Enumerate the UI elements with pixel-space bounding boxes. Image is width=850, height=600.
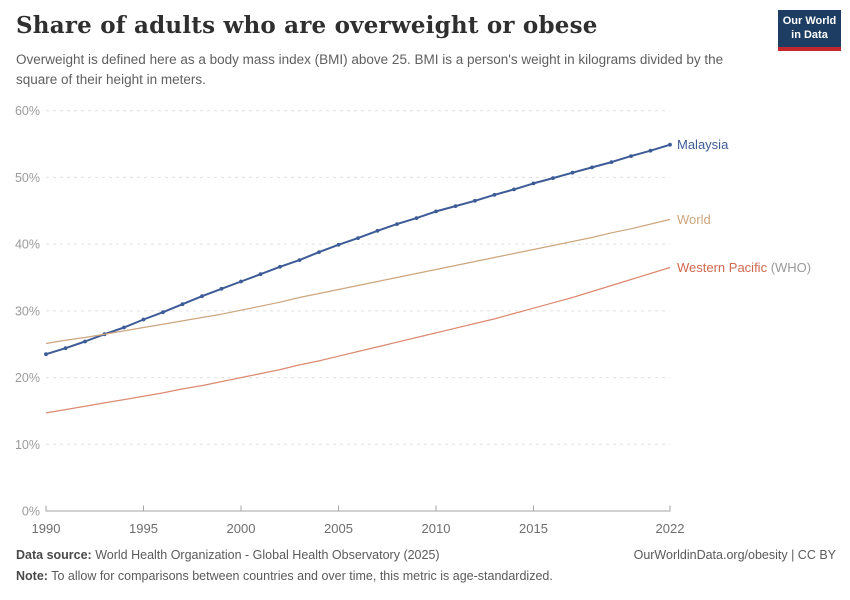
data-point-malaysia-2008 bbox=[395, 222, 399, 227]
data-point-malaysia-1995 bbox=[141, 317, 146, 322]
x-tick-label-2022: 2022 bbox=[656, 521, 685, 536]
data-point-malaysia-2022 bbox=[668, 142, 672, 147]
y-tick-label-10: 10% bbox=[15, 438, 40, 452]
y-tick-label-30: 30% bbox=[15, 304, 40, 318]
x-tick-label-1990: 1990 bbox=[32, 521, 61, 536]
data-point-malaysia-2003 bbox=[297, 258, 302, 262]
data-point-malaysia-1990 bbox=[44, 352, 48, 357]
data-point-malaysia-1997 bbox=[180, 302, 185, 307]
owid-logo-line1: Our World bbox=[782, 15, 837, 27]
x-tick-label-2015: 2015 bbox=[519, 521, 548, 536]
data-point-malaysia-1996 bbox=[161, 310, 165, 315]
chart-footer: Data source: World Health Organization -… bbox=[16, 545, 836, 586]
x-tick-label-2005: 2005 bbox=[324, 521, 353, 536]
series-malaysia[interactable]: Malaysia bbox=[44, 137, 729, 357]
x-tick-label-2010: 2010 bbox=[422, 521, 451, 536]
series-label-malaysia[interactable]: Malaysia bbox=[677, 137, 729, 152]
data-point-malaysia-2019 bbox=[609, 160, 614, 165]
chart-subtitle: Overweight is defined here as a body mas… bbox=[16, 52, 724, 87]
data-point-malaysia-2021 bbox=[648, 148, 653, 153]
data-point-malaysia-2016 bbox=[551, 176, 555, 181]
data-point-malaysia-2013 bbox=[492, 192, 497, 197]
series-line-western-pacific[interactable] bbox=[45, 266, 671, 414]
y-tick-label-20: 20% bbox=[15, 371, 40, 385]
series-label-suffix-western-pacific: (WHO) bbox=[767, 260, 811, 275]
data-point-malaysia-2002 bbox=[278, 264, 282, 269]
data-point-malaysia-2017 bbox=[570, 170, 575, 175]
series-western-pacific[interactable]: Western Pacific (WHO) bbox=[45, 260, 811, 414]
chart-header: Share of adults who are overweight or ob… bbox=[16, 12, 760, 39]
owid-logo-line2: in Data bbox=[791, 28, 828, 41]
note-line: Note: To allow for comparisons between c… bbox=[16, 566, 553, 587]
data-point-malaysia-2014 bbox=[512, 187, 516, 192]
series-line-world[interactable] bbox=[45, 218, 671, 345]
data-point-malaysia-2012 bbox=[473, 198, 477, 203]
page-title: Share of adults who are overweight or ob… bbox=[16, 12, 598, 39]
footer-link[interactable]: OurWorldinData.org/obesity | CC BY bbox=[633, 548, 836, 562]
data-point-malaysia-2007 bbox=[375, 228, 380, 233]
series-world[interactable]: World bbox=[45, 212, 711, 345]
data-point-malaysia-1991 bbox=[63, 346, 68, 351]
data-point-malaysia-2000 bbox=[239, 279, 243, 284]
data-point-malaysia-2010 bbox=[434, 209, 438, 214]
y-tick-label-0: 0% bbox=[22, 505, 40, 519]
series-label-world[interactable]: World bbox=[677, 212, 711, 227]
data-point-malaysia-1998 bbox=[200, 294, 204, 299]
data-source-text: World Health Organization - Global Healt… bbox=[91, 548, 440, 562]
y-tick-label-50: 50% bbox=[15, 171, 40, 185]
x-tick-label-1995: 1995 bbox=[129, 521, 158, 536]
data-point-malaysia-2015 bbox=[531, 181, 536, 186]
data-point-malaysia-2006 bbox=[356, 236, 360, 241]
data-point-malaysia-1992 bbox=[83, 339, 87, 344]
series-label-western-pacific[interactable]: Western Pacific (WHO) bbox=[677, 260, 811, 275]
footer-left: Data source: World Health Organization -… bbox=[16, 545, 553, 586]
series-line-malaysia[interactable] bbox=[45, 143, 671, 356]
owid-logo[interactable]: Our World in Data bbox=[778, 10, 841, 51]
data-point-malaysia-2011 bbox=[453, 204, 458, 209]
data-source-label: Data source: bbox=[16, 548, 92, 562]
data-point-malaysia-1999 bbox=[219, 286, 224, 291]
data-point-malaysia-2005 bbox=[336, 242, 341, 247]
data-point-malaysia-2001 bbox=[258, 272, 263, 277]
note-label: Note: bbox=[16, 568, 48, 583]
data-point-malaysia-2009 bbox=[414, 216, 419, 221]
data-point-malaysia-2004 bbox=[317, 250, 321, 255]
data-point-malaysia-1994 bbox=[122, 325, 126, 330]
y-tick-label-60: 60% bbox=[15, 104, 40, 118]
data-point-malaysia-2020 bbox=[629, 154, 633, 159]
y-tick-label-40: 40% bbox=[15, 238, 40, 252]
data-source-line: Data source: World Health Organization -… bbox=[16, 545, 553, 566]
x-tick-label-2000: 2000 bbox=[227, 521, 256, 536]
data-point-malaysia-2018 bbox=[590, 165, 594, 170]
note-text: To allow for comparisons between countri… bbox=[47, 568, 553, 583]
